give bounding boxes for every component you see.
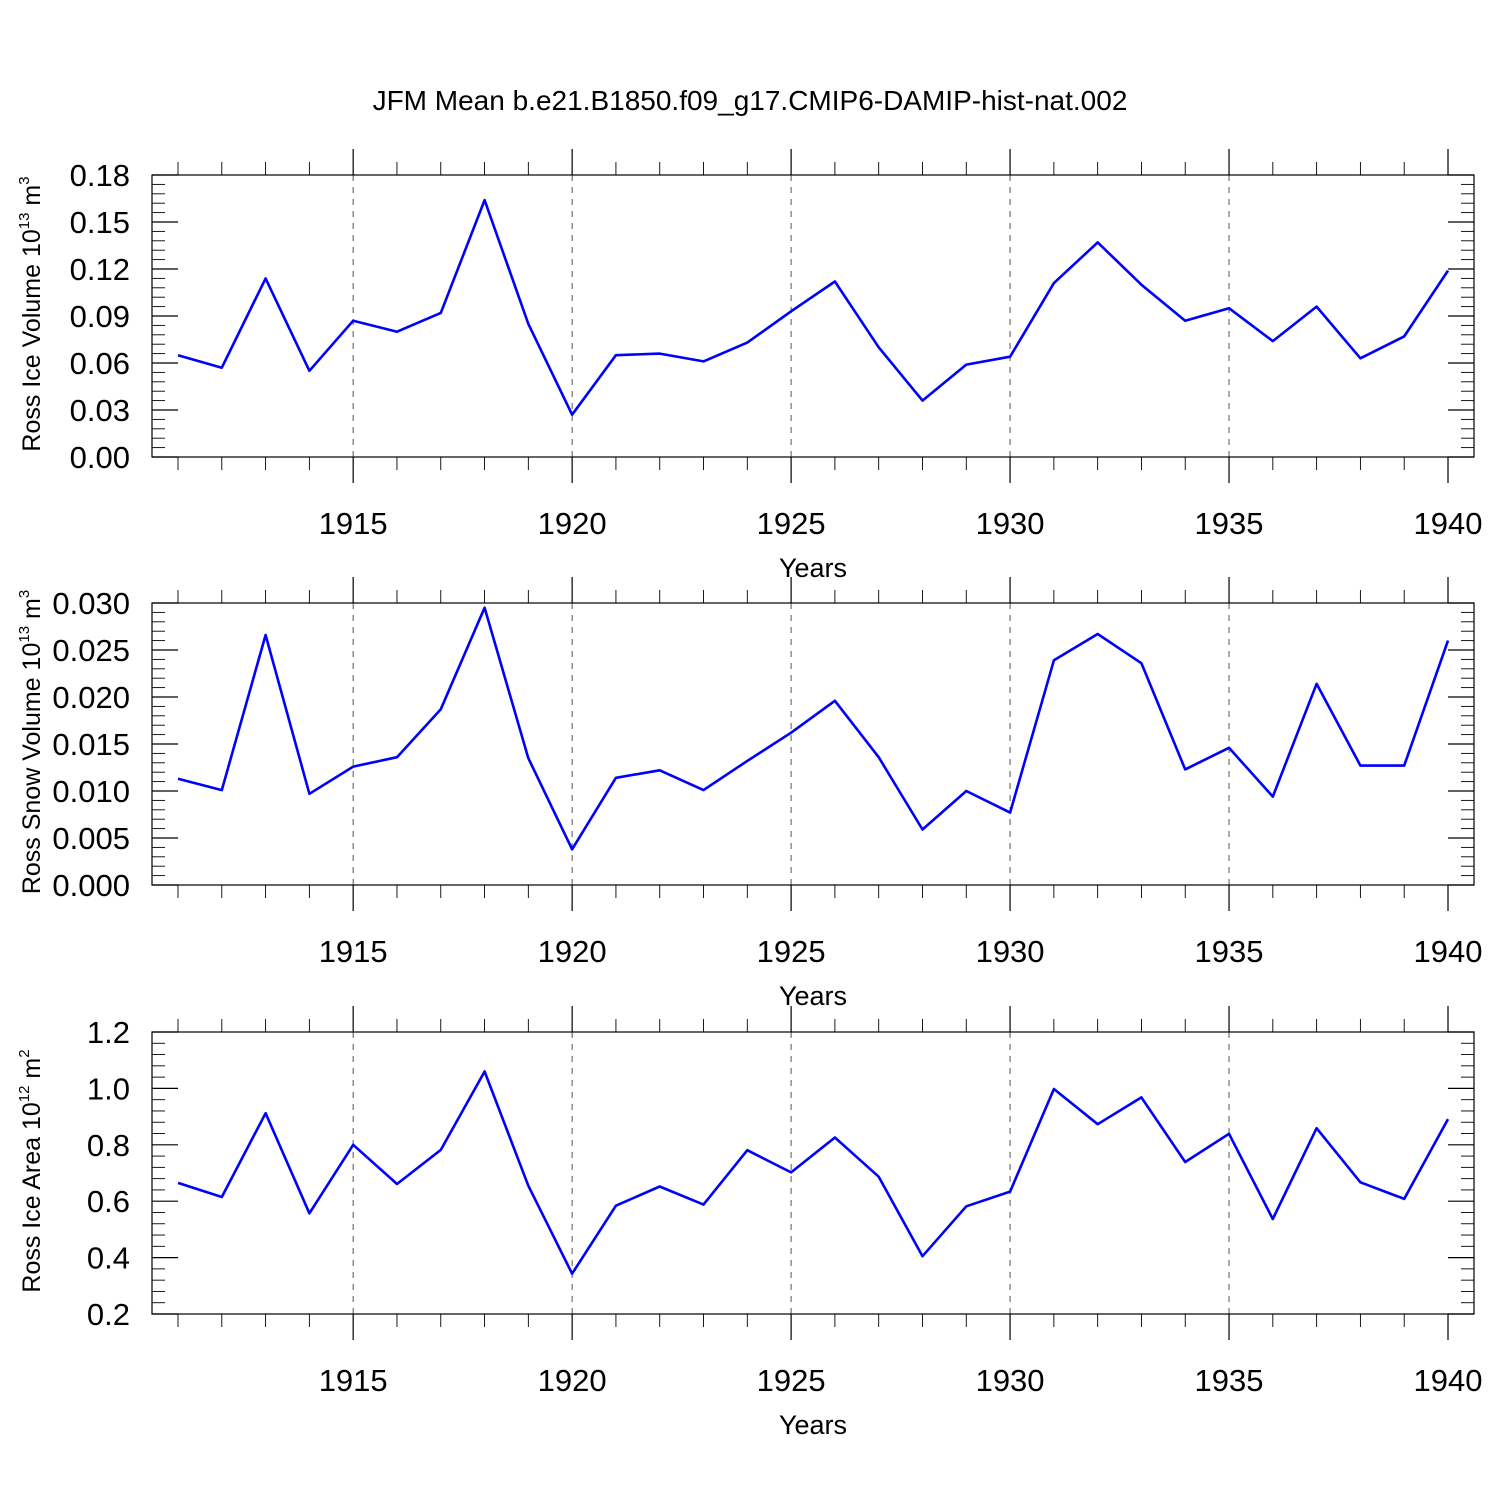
x-tick-label: 1925 [757,934,826,969]
y-tick-label: 0.03 [70,393,130,428]
y-tick-label: 0.010 [52,774,130,809]
x-tick-label: 1935 [1195,1363,1264,1398]
y-axis-label: Ross Snow Volume 1013 m3 [16,590,46,894]
y-tick-label: 0.000 [52,868,130,903]
x-tick-label: 1925 [757,506,826,541]
y-tick-label: 0.8 [87,1128,130,1163]
y-axis-label: Ross Ice Volume 1013 m3 [16,176,46,451]
series-line [177,198,1450,417]
chart-panels: 1915 1920 1925 1930 1935 1940 0.00 0.03 0.06 0.09… [16,149,1482,1440]
x-tick-label: 1920 [538,934,607,969]
y-tick-label: 0.005 [52,821,130,856]
x-tick-label: 1930 [976,1363,1045,1398]
y-tick-label: 1.0 [87,1071,130,1106]
y-tick-label: 0.030 [52,586,130,621]
x-axis-label: Years [779,553,847,583]
x-tick-label: 1915 [319,934,388,969]
y-tick-label: 0.6 [87,1184,130,1219]
x-tick-label: 1920 [538,506,607,541]
x-tick-label: 1940 [1414,506,1483,541]
series-line [177,1070,1450,1275]
plot-frame [151,1031,1475,1315]
y-tick-label: 0.4 [87,1241,130,1276]
x-tick-label: 1935 [1195,934,1264,969]
chart-panel-3: 1915 1920 1925 1930 1935 1940 0.2 0.4 0.6 0.8 1.0 1… [16,1006,1482,1440]
chart-panel-2: 1915 1920 1925 1930 1935 1940 0.000 0.005 0.010 0… [16,577,1482,1011]
x-axis-label: Years [779,981,847,1011]
chart-panel-1: 1915 1920 1925 1930 1935 1940 0.00 0.03 0.06 0.09… [16,149,1482,583]
y-tick-label: 0.06 [70,346,130,381]
y-tick-label: 0.00 [70,440,130,475]
x-tick-label: 1935 [1195,506,1264,541]
figure-title: JFM Mean b.e21.B1850.f09_g17.CMIP6-DAMIP… [373,85,1128,116]
y-tick-label: 0.025 [52,633,130,668]
y-tick-label: 0.015 [52,727,130,762]
x-tick-label: 1940 [1414,1363,1483,1398]
plot-frame [151,602,1475,886]
y-tick-label: 0.020 [52,680,130,715]
x-axis-label: Years [779,1410,847,1440]
x-tick-label: 1940 [1414,934,1483,969]
x-tick-label: 1915 [319,506,388,541]
x-tick-label: 1930 [976,506,1045,541]
y-tick-label: 0.09 [70,299,130,334]
y-tick-label: 0.2 [87,1297,130,1332]
y-tick-label: 0.12 [70,252,130,287]
y-tick-label: 0.18 [70,158,130,193]
y-tick-label: 1.2 [87,1015,130,1050]
x-tick-label: 1915 [319,1363,388,1398]
series-line [177,606,1450,851]
x-tick-label: 1920 [538,1363,607,1398]
x-tick-label: 1925 [757,1363,826,1398]
y-axis-label: Ross Ice Area 1012 m2 [16,1049,46,1292]
y-tick-label: 0.15 [70,205,130,240]
plot-frame [151,174,1475,458]
x-tick-label: 1930 [976,934,1045,969]
